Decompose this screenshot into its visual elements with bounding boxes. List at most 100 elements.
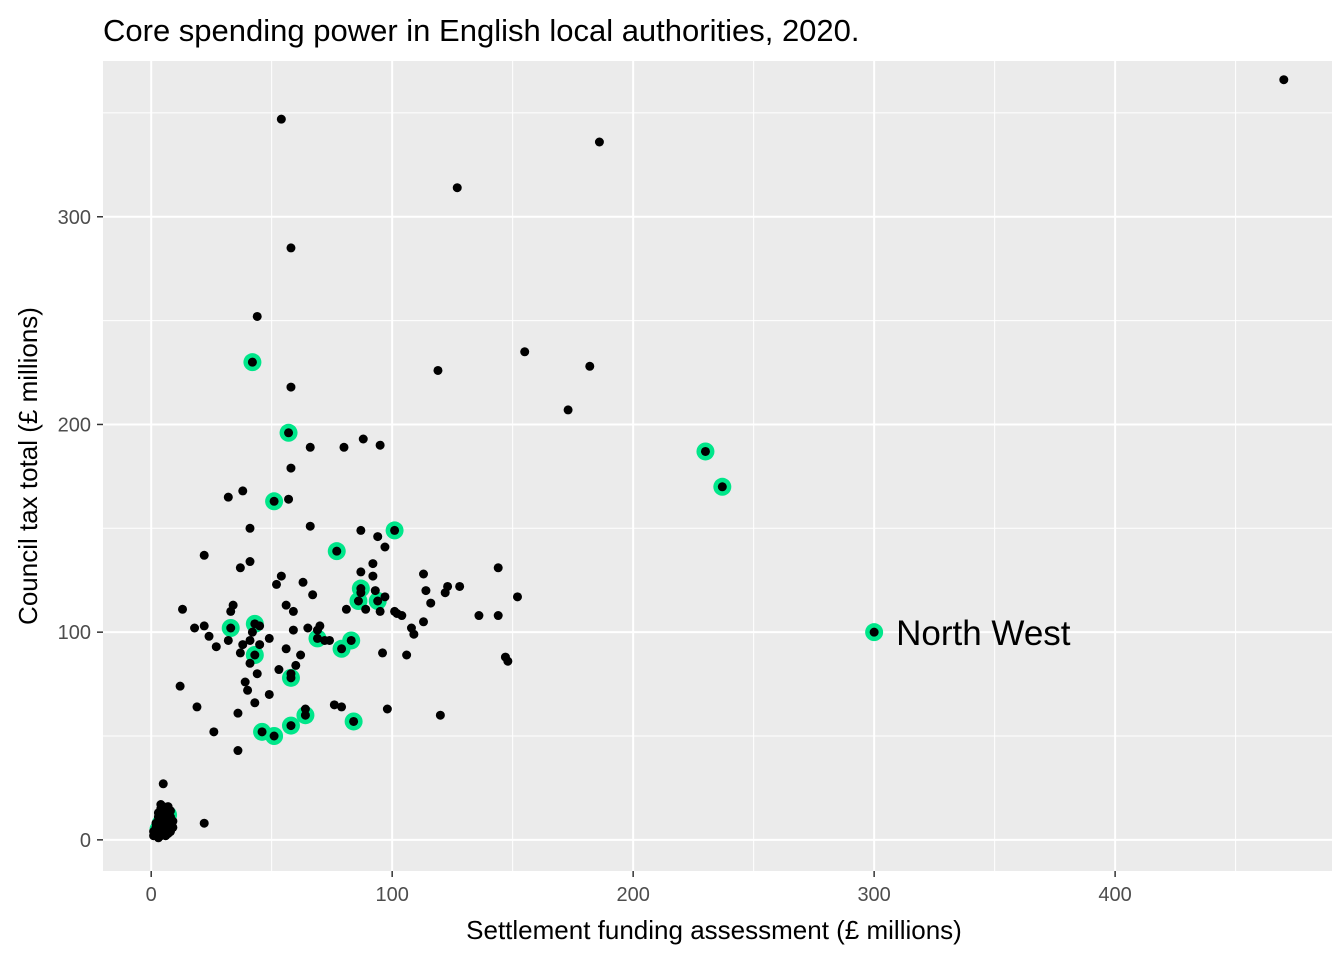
data-point (390, 525, 400, 535)
data-point (276, 571, 286, 581)
data-point (339, 442, 349, 452)
annotation-label: North West (896, 614, 1071, 653)
data-point (315, 621, 325, 631)
data-point (204, 631, 214, 641)
data-point (493, 563, 503, 573)
data-point (250, 698, 260, 708)
data-point (329, 700, 339, 710)
x-tick-label: 400 (1098, 884, 1131, 906)
x-tick-label: 300 (857, 884, 890, 906)
data-point (308, 590, 318, 600)
data-point (378, 648, 388, 658)
data-point (272, 579, 282, 589)
data-point (274, 665, 284, 675)
data-point (298, 577, 308, 587)
minor-gridlines (103, 61, 1332, 871)
data-point (358, 434, 368, 444)
data-point (520, 347, 530, 357)
data-point (238, 486, 248, 496)
data-point (300, 710, 310, 720)
annotation-layer: North West (896, 614, 1071, 653)
data-point (382, 704, 392, 714)
data-point (332, 546, 342, 556)
points-layer (149, 75, 1289, 843)
data-point (168, 822, 178, 832)
data-point (349, 716, 359, 726)
data-point (286, 382, 296, 392)
data-point (356, 567, 366, 577)
data-point (175, 681, 185, 691)
data-point (286, 673, 296, 683)
data-point (228, 600, 238, 610)
data-point (178, 604, 188, 614)
data-point (199, 550, 209, 560)
data-point (233, 708, 243, 718)
data-point (245, 658, 255, 668)
data-point (419, 569, 429, 579)
data-point (435, 710, 445, 720)
data-point (235, 563, 245, 573)
data-point (380, 542, 390, 552)
data-point (493, 611, 503, 621)
data-point (563, 405, 573, 415)
data-point (158, 779, 168, 789)
y-axis: 0 100 200 300 (58, 207, 103, 852)
data-point (284, 494, 294, 504)
data-point (373, 532, 383, 542)
data-point (286, 243, 296, 253)
data-point (305, 521, 315, 531)
data-point (165, 806, 175, 816)
chart-title: Core spending power in English local aut… (103, 13, 860, 48)
data-point (375, 440, 385, 450)
data-point (594, 137, 604, 147)
data-point (380, 592, 390, 602)
y-tick-label: 0 (80, 830, 91, 852)
data-point (512, 592, 522, 602)
data-point (419, 617, 429, 627)
y-tick-label: 200 (58, 414, 91, 436)
data-point (255, 640, 265, 650)
data-point (717, 482, 727, 492)
data-point (337, 644, 347, 654)
data-point (240, 677, 250, 687)
x-tick-label: 200 (616, 884, 649, 906)
data-point (443, 581, 453, 591)
data-point (257, 727, 267, 737)
data-point (312, 633, 322, 643)
data-point (243, 685, 253, 695)
data-point (325, 635, 335, 645)
data-point (368, 571, 378, 581)
data-point (226, 623, 236, 633)
y-tick-label: 300 (58, 207, 91, 229)
data-point (269, 731, 279, 741)
data-point (284, 428, 294, 438)
data-point (375, 606, 385, 616)
data-point (346, 635, 356, 645)
data-point (1279, 75, 1289, 85)
data-point (373, 596, 383, 606)
data-point (503, 656, 513, 666)
data-point (397, 611, 407, 621)
data-point (356, 584, 366, 594)
x-tick-label: 0 (146, 884, 157, 906)
data-point (402, 650, 412, 660)
data-point (700, 446, 710, 456)
data-point (370, 586, 380, 596)
data-point (245, 557, 255, 567)
x-tick-label: 100 (375, 884, 408, 906)
data-point (250, 650, 260, 660)
y-tick-label: 100 (58, 622, 91, 644)
data-point (276, 114, 286, 124)
data-point (192, 702, 202, 712)
data-point (291, 660, 301, 670)
data-point (361, 604, 371, 614)
data-point (190, 623, 200, 633)
data-point (303, 623, 313, 633)
data-point (474, 611, 484, 621)
data-point (421, 586, 431, 596)
data-point (305, 442, 315, 452)
data-point (281, 600, 291, 610)
x-axis-title: Settlement funding assessment (£ million… (466, 915, 962, 945)
data-point (235, 648, 245, 658)
